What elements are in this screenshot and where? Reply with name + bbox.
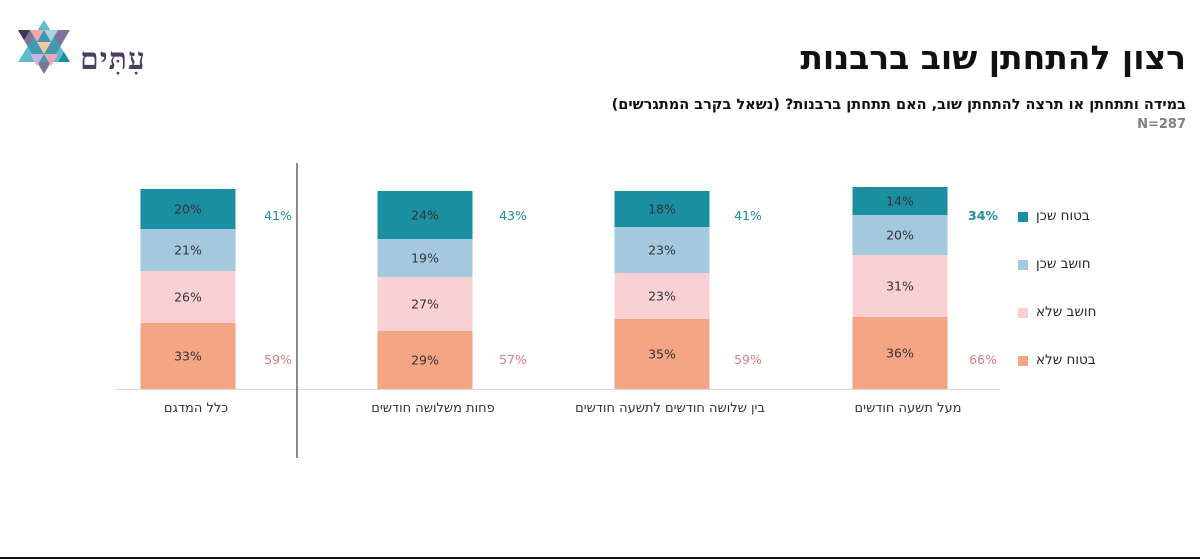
- bar-segment: [377, 239, 473, 277]
- data-label: 31%: [886, 279, 914, 294]
- data-label: 21%: [174, 243, 202, 258]
- chart-subtitle: במידה ותתחתן או תרצה להתחתן שוב, האם תתח…: [611, 97, 1186, 113]
- page-title: רצון להתחתן שוב ברבנות: [800, 38, 1186, 77]
- category-label: מעל תשעה חודשים: [855, 401, 962, 416]
- star-of-david-icon: [18, 20, 70, 74]
- bar-segment: [852, 215, 948, 255]
- total-yes-label: 41%: [264, 208, 292, 223]
- data-label: 29%: [411, 353, 439, 368]
- bar-segment: [614, 227, 710, 273]
- data-label: 33%: [174, 349, 202, 364]
- total-yes-label: 41%: [734, 208, 762, 223]
- data-label: 27%: [411, 297, 439, 312]
- chart-legend: בטוח שכן חושב שכן חושב שלא בטוח שלא: [1018, 203, 1138, 395]
- data-label: 23%: [648, 289, 676, 304]
- legend-label: חושב שלא: [1036, 304, 1097, 320]
- legend-item-think-no: חושב שלא: [1018, 299, 1138, 347]
- logo-text: עִתִּים: [80, 42, 146, 77]
- total-no-label: 57%: [499, 352, 527, 367]
- bar-segment: [614, 319, 710, 389]
- legend-swatch: [1018, 260, 1028, 270]
- bottom-border: [0, 557, 1200, 559]
- total-yes-label: 34%: [968, 208, 998, 223]
- bar-segment: [377, 277, 473, 331]
- bar-segment: [377, 331, 473, 389]
- legend-swatch: [1018, 308, 1028, 318]
- logo: עִתִּים: [14, 18, 164, 80]
- data-label: 19%: [411, 251, 439, 266]
- total-no-label: 59%: [734, 352, 762, 367]
- legend-item-certain-no: בטוח שלא: [1018, 347, 1138, 395]
- bar-segment: [852, 187, 948, 215]
- bar-segment: [140, 271, 236, 323]
- bar-segment: [140, 189, 236, 229]
- legend-label: בטוח שלא: [1036, 352, 1096, 368]
- bar-segment: [614, 273, 710, 319]
- category-label: בין שלושה חודשים לתשעה חודשים: [575, 401, 765, 416]
- total-yes-label: 43%: [499, 208, 527, 223]
- bar-segment: [377, 191, 473, 239]
- bar-segment: [852, 317, 948, 389]
- legend-swatch: [1018, 212, 1028, 222]
- data-label: 36%: [886, 346, 914, 361]
- legend-item-think-yes: חושב שכן: [1018, 251, 1138, 299]
- category-label: כלל המדגם: [164, 401, 228, 416]
- data-label: 18%: [648, 202, 676, 217]
- data-label: 26%: [174, 290, 202, 305]
- sample-size: N=287: [1137, 117, 1186, 132]
- bar-segment: [140, 229, 236, 271]
- total-no-label: 66%: [969, 352, 997, 367]
- data-label: 23%: [648, 243, 676, 258]
- data-label: 20%: [174, 202, 202, 217]
- data-label: 24%: [411, 208, 439, 223]
- bar-segment: [140, 323, 236, 389]
- data-label: 35%: [648, 347, 676, 362]
- stacked-bar-chart: 33% 26% 21% 20% כלל המדגם 41% 59% 29% 27% 19% 24% פ…: [115, 163, 1000, 458]
- legend-swatch: [1018, 356, 1028, 366]
- legend-label: בטוח שכן: [1036, 208, 1090, 224]
- category-label: פחות משלושה חודשים: [371, 401, 495, 416]
- data-label: 14%: [886, 194, 914, 209]
- data-label: 20%: [886, 228, 914, 243]
- legend-label: חושב שכן: [1036, 256, 1091, 272]
- total-no-label: 59%: [264, 352, 292, 367]
- bar-segment: [614, 191, 710, 227]
- legend-item-certain-yes: בטוח שכן: [1018, 203, 1138, 251]
- bar-segment: [852, 255, 948, 317]
